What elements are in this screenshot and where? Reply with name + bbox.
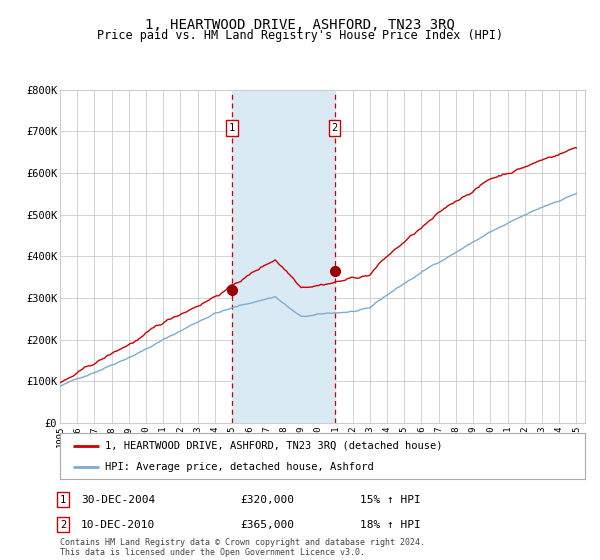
Text: 10-DEC-2010: 10-DEC-2010 [81, 520, 155, 530]
Text: £365,000: £365,000 [240, 520, 294, 530]
Text: 2: 2 [332, 123, 338, 133]
Text: 18% ↑ HPI: 18% ↑ HPI [360, 520, 421, 530]
Text: 1: 1 [229, 123, 235, 133]
Text: 1, HEARTWOOD DRIVE, ASHFORD, TN23 3RQ: 1, HEARTWOOD DRIVE, ASHFORD, TN23 3RQ [145, 18, 455, 32]
Text: 2: 2 [60, 520, 66, 530]
Text: Contains HM Land Registry data © Crown copyright and database right 2024.
This d: Contains HM Land Registry data © Crown c… [60, 538, 425, 557]
Bar [232, 90, 335, 423]
Text: £320,000: £320,000 [240, 494, 294, 505]
Text: HPI: Average price, detached house, Ashford: HPI: Average price, detached house, Ashf… [104, 463, 373, 472]
Text: 1, HEARTWOOD DRIVE, ASHFORD, TN23 3RQ (detached house): 1, HEARTWOOD DRIVE, ASHFORD, TN23 3RQ (d… [104, 441, 442, 451]
Text: 1: 1 [60, 494, 66, 505]
Text: 15% ↑ HPI: 15% ↑ HPI [360, 494, 421, 505]
Text: Price paid vs. HM Land Registry's House Price Index (HPI): Price paid vs. HM Land Registry's House … [97, 29, 503, 42]
Text: 30-DEC-2004: 30-DEC-2004 [81, 494, 155, 505]
